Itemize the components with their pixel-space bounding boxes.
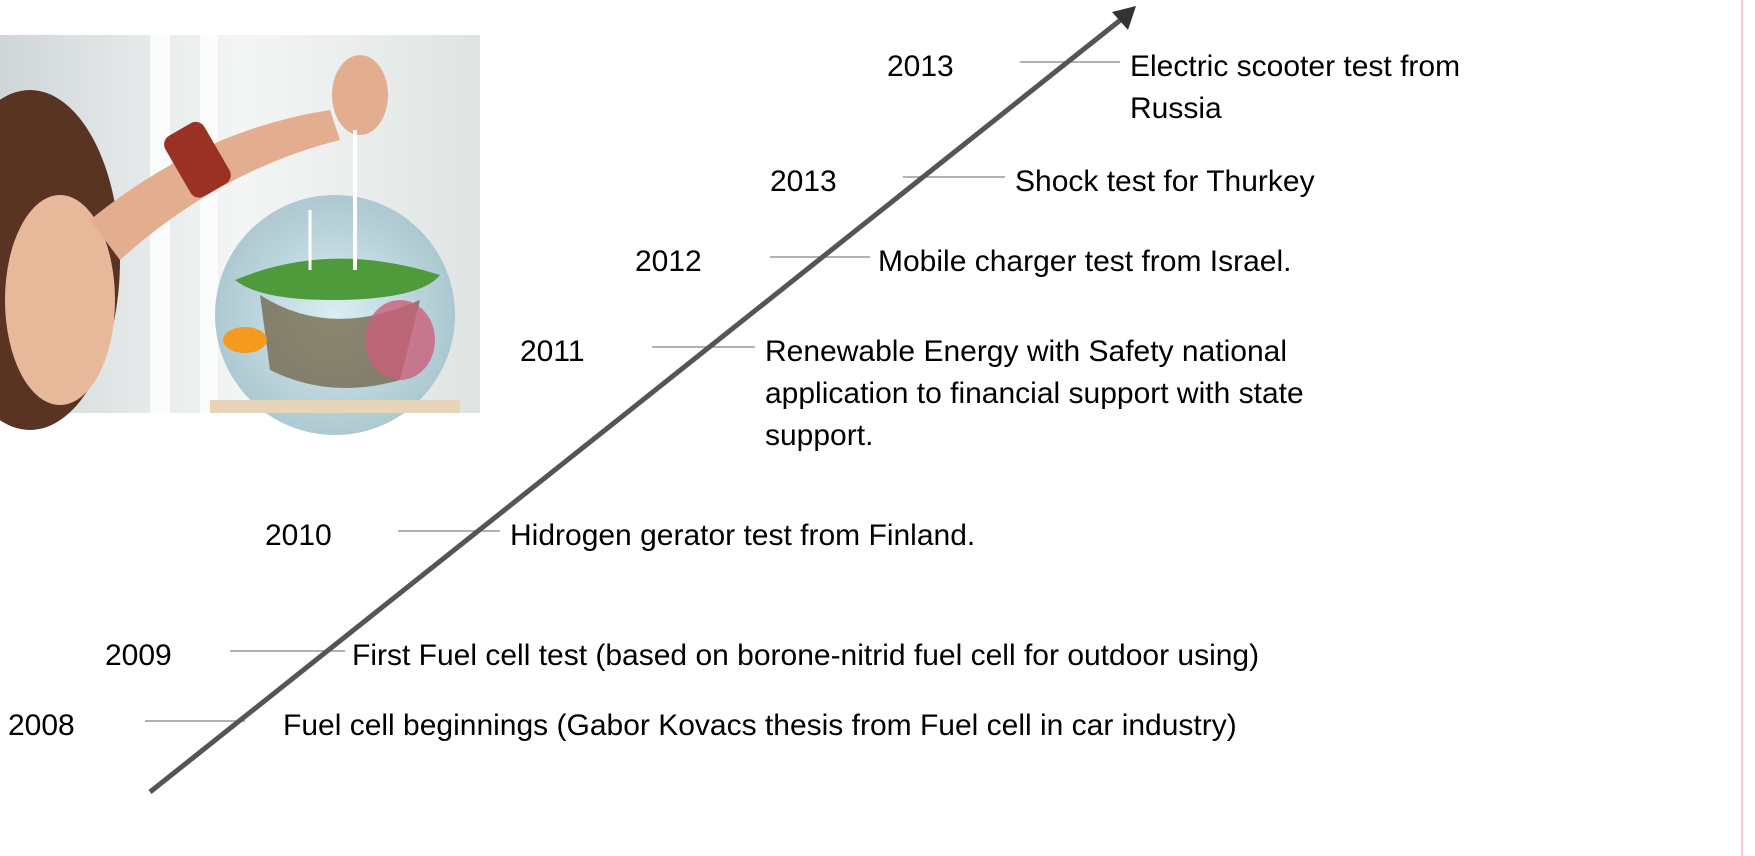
event-description: Electric scooter test from [1130,50,1460,83]
timeline-event: 2009 First Fuel cell test (based on boron… [105,639,1259,672]
event-year: 2013 [887,50,954,83]
timeline-event: 2008 Fuel cell beginnings (Gabor Kovacs t… [8,709,1237,742]
event-description: Fuel cell beginnings (Gabor Kovacs thesi… [283,709,1237,742]
event-description: application to financial support with st… [765,377,1304,410]
event-description: Mobile charger test from Israel. [878,245,1291,278]
timeline-event: 2013 Electric scooter test from Russia [887,50,1460,125]
timeline-event: 2011 Renewable Energy with Safety nationa… [520,335,1304,452]
timeline-event: 2010 Hidrogen gerator test from Finland. [265,519,975,552]
event-description: support. [765,419,873,452]
event-year: 2013 [770,165,837,198]
slide: 2008 Fuel cell beginnings (Gabor Kovacs t… [0,0,1755,856]
event-year: 2011 [520,335,585,368]
event-description: Shock test for Thurkey [1015,165,1315,198]
event-description: Russia [1130,92,1222,125]
event-description: First Fuel cell test (based on borone-ni… [352,639,1259,672]
event-year: 2009 [105,639,172,672]
event-year: 2012 [635,245,702,278]
timeline-event: 2012 Mobile charger test from Israel. [635,245,1291,278]
timeline-event: 2013 Shock test for Thurkey [770,165,1315,198]
event-description: Renewable Energy with Safety national [765,335,1287,368]
event-year: 2008 [8,709,75,742]
event-description: Hidrogen gerator test from Finland. [510,519,975,552]
photo [0,35,480,435]
timeline-canvas: 2008 Fuel cell beginnings (Gabor Kovacs t… [0,0,1755,856]
event-year: 2010 [265,519,332,552]
